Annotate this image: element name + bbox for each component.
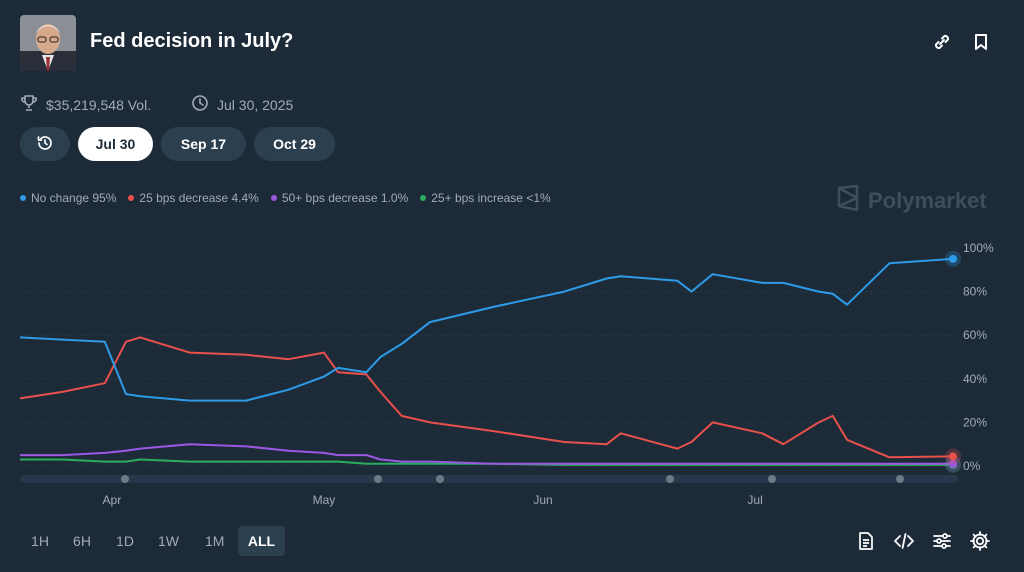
legend-dot — [128, 195, 135, 201]
tab-oct-29[interactable]: Oct 29 — [254, 127, 335, 161]
end-date-text: Jul 30, 2025 — [217, 96, 294, 113]
x-tick-label: May — [313, 493, 336, 507]
y-tick-label: 20% — [963, 415, 987, 429]
market-title: Fed decision in July? — [90, 30, 294, 52]
timeframe-1h[interactable]: 1H — [31, 533, 49, 549]
series-line-no-change[interactable] — [19, 257, 954, 402]
range-slider-handle[interactable] — [436, 475, 444, 483]
range-slider-track[interactable] — [20, 475, 958, 483]
legend-dot — [420, 195, 427, 201]
legend-label: 50+ bps decrease 1.0% — [281, 191, 409, 205]
range-slider-handle[interactable] — [121, 475, 129, 483]
legend-dot — [270, 195, 277, 201]
history-button[interactable] — [20, 127, 70, 161]
sliders-icon[interactable] — [931, 530, 953, 552]
legend-item-25bps-decrease: 25 bps decrease 4.4% — [128, 191, 259, 205]
series-end-dot — [949, 254, 957, 263]
code-icon[interactable] — [893, 530, 915, 552]
polymarket-logo: Polymarket — [836, 184, 987, 218]
series-end-dot — [949, 459, 957, 468]
timeframe-1m[interactable]: 1M — [205, 533, 225, 549]
series-line-25-bps-increase[interactable] — [20, 458, 953, 466]
x-tick-label: Apr — [103, 493, 122, 507]
legend-label: 25 bps decrease 4.4% — [139, 191, 259, 205]
range-slider-handle[interactable] — [896, 475, 904, 483]
legend-item-no-change: No change 95% — [20, 191, 116, 205]
x-tick-label: Jun — [533, 493, 552, 507]
price-chart[interactable]: 100% 80% 60% 40% 20% 0% Apr May Jun Jul — [0, 230, 1024, 512]
end-date-meta: Jul 30, 2025 — [191, 94, 293, 115]
timeframe-1d[interactable]: 1D — [116, 533, 134, 549]
clock-icon — [191, 94, 209, 115]
series-line-25-bps-decrease[interactable] — [19, 336, 954, 459]
document-icon[interactable] — [855, 530, 877, 552]
legend-label: 25+ bps increase <1% — [431, 191, 551, 205]
y-tick-label: 40% — [963, 372, 987, 386]
tab-jul-30[interactable]: Jul 30 — [78, 127, 153, 161]
polymarket-logo-icon — [836, 184, 860, 218]
volume-text: $35,219,548 Vol. — [46, 96, 152, 113]
history-icon — [36, 134, 54, 155]
volume-meta: $35,219,548 Vol. — [20, 94, 151, 115]
brand-name: Polymarket — [868, 188, 987, 213]
link-icon[interactable] — [931, 31, 953, 53]
gear-icon[interactable] — [969, 530, 991, 552]
x-tick-label: Jul — [747, 493, 762, 507]
legend-item-50bps-decrease: 50+ bps decrease 1.0% — [270, 191, 409, 205]
legend-label: No change 95% — [31, 191, 117, 205]
range-slider-handle[interactable] — [374, 475, 382, 483]
y-tick-label: 80% — [963, 285, 987, 299]
tab-sep-17[interactable]: Sep 17 — [161, 127, 246, 161]
legend-dot — [20, 195, 26, 201]
timeframe-6h[interactable]: 6H — [73, 533, 91, 549]
market-avatar — [20, 15, 76, 71]
bookmark-icon[interactable] — [970, 31, 992, 53]
trophy-icon — [20, 94, 38, 115]
series-end-dot — [949, 452, 957, 461]
chart-legend: No change 95% 25 bps decrease 4.4% 50+ b… — [20, 191, 551, 205]
y-tick-label: 100% — [963, 241, 994, 255]
y-tick-label: 0% — [963, 459, 981, 473]
timeframe-1w[interactable]: 1W — [158, 533, 179, 549]
range-slider-handle[interactable] — [666, 475, 674, 483]
timeframe-all[interactable]: ALL — [238, 526, 285, 556]
legend-item-25bps-increase: 25+ bps increase <1% — [420, 191, 551, 205]
y-tick-label: 60% — [963, 328, 987, 342]
range-slider-handle[interactable] — [768, 475, 776, 483]
series-line-50-bps-decrease[interactable] — [20, 443, 953, 465]
